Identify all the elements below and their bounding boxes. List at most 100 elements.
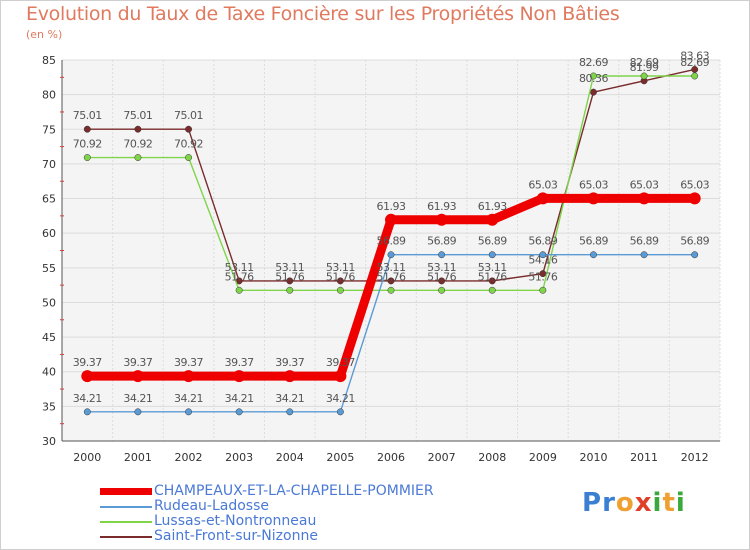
data-point <box>134 408 142 416</box>
data-point <box>283 370 296 383</box>
data-label: 82.69 <box>630 56 659 69</box>
y-tick-label: 45 <box>42 331 56 344</box>
data-label: 34.21 <box>275 392 304 405</box>
data-label: 53.11 <box>275 261 304 274</box>
legend-swatch <box>100 488 152 495</box>
y-tick-label: 35 <box>42 400 56 413</box>
data-point <box>638 192 651 205</box>
data-point <box>688 192 701 205</box>
data-label: 53.11 <box>377 261 406 274</box>
data-point <box>83 125 91 133</box>
logo-letter: o <box>615 488 635 518</box>
x-tick-label: 2003 <box>225 451 253 464</box>
data-label: 34.21 <box>73 392 102 405</box>
data-point <box>691 251 699 259</box>
plot-area <box>62 60 720 441</box>
data-point <box>286 408 294 416</box>
data-label: 83.63 <box>680 49 709 62</box>
data-point <box>182 370 195 383</box>
data-label: 61.93 <box>478 200 507 213</box>
data-label: 61.93 <box>377 200 406 213</box>
data-label: 65.03 <box>680 178 709 191</box>
data-label: 53.11 <box>225 261 254 274</box>
data-label: 70.92 <box>174 138 203 151</box>
data-point <box>590 72 597 80</box>
data-label: 65.03 <box>630 178 659 191</box>
data-point <box>488 286 496 294</box>
x-tick-label: 2005 <box>326 451 354 464</box>
data-point <box>486 213 499 226</box>
data-label: 56.89 <box>680 235 709 248</box>
x-tick-label: 2001 <box>124 451 152 464</box>
data-point <box>438 277 446 285</box>
data-point <box>640 72 648 80</box>
data-label: 82.69 <box>680 56 709 69</box>
data-point <box>539 251 547 259</box>
x-tick-label: 2009 <box>529 451 557 464</box>
data-point <box>438 251 446 259</box>
y-tick-label: 55 <box>42 262 56 275</box>
data-label: 70.92 <box>73 138 102 151</box>
data-point <box>691 72 699 80</box>
data-label: 56.89 <box>630 235 659 248</box>
data-label: 65.03 <box>579 178 608 191</box>
data-label: 75.01 <box>174 109 203 122</box>
data-point <box>235 408 243 416</box>
x-tick-label: 2000 <box>73 451 101 464</box>
data-label: 34.21 <box>225 392 254 405</box>
data-point <box>134 125 142 133</box>
data-label: 39.37 <box>326 356 355 369</box>
data-label: 34.21 <box>174 392 203 405</box>
data-point <box>185 154 192 161</box>
logo-letter: x <box>634 488 653 518</box>
chart-title: Evolution du Taux de Taxe Foncière sur l… <box>26 3 620 25</box>
y-tick-label: 60 <box>42 227 56 240</box>
x-tick-label: 2010 <box>579 451 607 464</box>
x-tick-label: 2004 <box>276 451 304 464</box>
x-tick-label: 2008 <box>478 451 506 464</box>
data-label: 39.37 <box>174 356 203 369</box>
data-label: 81.99 <box>630 61 659 74</box>
data-label: 51.76 <box>427 270 456 283</box>
data-label: 51.76 <box>528 270 557 283</box>
data-point <box>536 192 549 205</box>
proxiti-logo: Proxiti <box>582 488 686 518</box>
data-label: 51.76 <box>275 270 304 283</box>
data-point <box>385 213 397 226</box>
data-label: 56.89 <box>377 235 406 248</box>
y-axis-unit: (en %) <box>26 28 63 41</box>
y-tick-label: 50 <box>42 296 56 309</box>
data-point <box>438 286 446 294</box>
data-label: 75.01 <box>73 109 102 122</box>
data-point <box>488 277 496 285</box>
data-label: 56.89 <box>579 235 608 248</box>
data-label: 39.37 <box>225 356 254 369</box>
data-point <box>539 270 547 278</box>
data-point <box>286 286 294 294</box>
y-tick-label: 70 <box>42 158 56 171</box>
data-point <box>539 286 547 294</box>
logo-letter: i <box>652 488 663 518</box>
y-tick-label: 80 <box>42 89 56 102</box>
legend-swatch <box>100 521 152 523</box>
data-label: 51.76 <box>225 270 254 283</box>
y-tick-label: 30 <box>42 435 56 448</box>
data-label: 53.11 <box>326 261 355 274</box>
data-point <box>81 370 94 383</box>
data-point <box>185 408 192 416</box>
data-label: 70.92 <box>123 138 152 151</box>
data-label: 34.21 <box>123 392 152 405</box>
data-point <box>336 286 344 294</box>
data-label: 39.37 <box>123 356 152 369</box>
data-point <box>435 213 448 226</box>
data-point <box>134 154 142 161</box>
data-point <box>334 370 347 383</box>
data-label: 56.89 <box>478 235 507 248</box>
data-point <box>590 251 597 259</box>
data-point <box>640 251 648 259</box>
y-tick-label: 85 <box>42 54 56 67</box>
data-label: 39.37 <box>73 356 102 369</box>
x-tick-label: 2007 <box>428 451 456 464</box>
data-label: 56.89 <box>528 235 557 248</box>
logo-letter: r <box>602 488 616 518</box>
